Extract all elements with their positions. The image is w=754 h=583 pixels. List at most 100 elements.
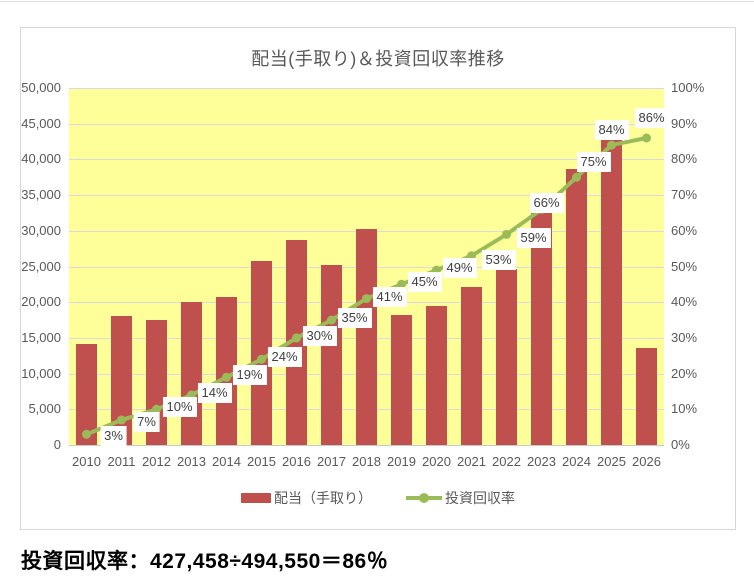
line-marker-2012 xyxy=(152,404,161,414)
line-marker-2022 xyxy=(502,229,511,239)
left-axis: 50,000 45,000 40,000 35,000 30,000 25,000 20,0… xyxy=(21,80,61,452)
point-label-2025: 84% xyxy=(594,120,629,141)
point-label-2022: 59% xyxy=(516,228,551,249)
point-label-2024: 75% xyxy=(576,152,611,173)
line-path xyxy=(84,136,649,437)
line-marker-2011 xyxy=(117,415,126,425)
legend-item-dividend: 配当（手取り） xyxy=(241,488,372,508)
point-label-2020: 49% xyxy=(442,258,477,279)
line-marker-2026 xyxy=(642,133,651,143)
bar-2022 xyxy=(496,269,517,445)
bar-2025 xyxy=(601,137,622,445)
recovery-rate-formula: 投資回収率：427,458÷494,550＝86％ xyxy=(21,550,389,573)
line-marker-2013 xyxy=(187,390,196,400)
x-axis: 2010 2011 2012 2013 2014 2015 2016 2017 2018 2019… xyxy=(69,446,664,472)
left-axis-tick: 5,000 xyxy=(28,401,61,417)
x-tick-2024: 2024 xyxy=(562,454,591,469)
x-tick-2020: 2020 xyxy=(422,454,451,469)
right-axis-tick: 0% xyxy=(671,437,690,452)
left-axis-tick: 45,000 xyxy=(21,115,61,131)
right-axis-tick: 60% xyxy=(671,222,698,238)
x-tick-2016: 2016 xyxy=(282,454,311,469)
left-axis-tick: 50,000 xyxy=(21,80,61,95)
legend-label-recovery-rate: 投資回収率 xyxy=(445,490,515,506)
x-tick-2025: 2025 xyxy=(597,454,626,469)
right-axis-tick: 30% xyxy=(671,329,698,345)
bar-2019 xyxy=(391,315,412,445)
point-label-2023: 66% xyxy=(529,193,564,214)
right-axis-tick: 100% xyxy=(671,80,705,95)
x-tick-2010: 2010 xyxy=(72,454,101,469)
line-marker-2017 xyxy=(327,315,336,325)
bar-2016 xyxy=(286,240,307,445)
plot-area: 3% 7% 10% 14% 19% 24% 30% 35% 41% 45% 49% 53% 59% 66%… xyxy=(69,88,669,447)
point-label-2018: 41% xyxy=(372,286,407,307)
chart-title: 配当(手取り)＆投資回収率推移 xyxy=(251,49,505,69)
x-tick-2017: 2017 xyxy=(317,454,346,469)
gridline xyxy=(69,88,664,89)
bar-2010 xyxy=(76,343,97,445)
x-tick-2013: 2013 xyxy=(177,454,206,469)
x-tick-2021: 2021 xyxy=(457,454,486,469)
x-tick-2014: 2014 xyxy=(212,454,241,469)
x-tick-2018: 2018 xyxy=(352,454,381,469)
line-marker-2010 xyxy=(82,429,91,439)
legend: 配当（手取り） 投資回収率 xyxy=(21,488,735,508)
x-tick-2012: 2012 xyxy=(142,454,171,469)
recovery-rate-line xyxy=(82,133,651,439)
point-label-2021: 53% xyxy=(481,249,516,270)
right-axis-tick: 20% xyxy=(671,365,698,381)
line-marker-2021 xyxy=(467,251,476,261)
x-tick-2022: 2022 xyxy=(492,454,521,469)
left-axis-tick: 20,000 xyxy=(21,294,61,310)
bar-2018 xyxy=(356,228,377,445)
point-label-2011: 7% xyxy=(133,412,160,432)
line-marker-2015 xyxy=(257,354,266,364)
right-axis-tick: 10% xyxy=(671,401,698,417)
line-marker-2025 xyxy=(607,140,616,150)
line-marker-2024 xyxy=(572,172,581,182)
line-marker-icon xyxy=(419,493,429,503)
left-axis-tick: 10,000 xyxy=(21,365,61,381)
line-marker-2016 xyxy=(292,333,301,343)
point-label-2013: 14% xyxy=(197,383,232,404)
bar-2014 xyxy=(216,297,237,445)
top-divider xyxy=(0,1,754,2)
bar-2023 xyxy=(531,198,552,445)
left-axis-tick: 0 xyxy=(53,437,61,452)
gridline xyxy=(69,123,664,125)
left-axis-tick: 25,000 xyxy=(21,258,61,274)
point-label-2026: 86% xyxy=(634,107,669,128)
gridline xyxy=(69,195,664,197)
right-axis-tick: 40% xyxy=(671,294,698,310)
left-axis-tick: 15,000 xyxy=(21,329,61,345)
left-axis-tick: 35,000 xyxy=(21,187,61,203)
bar-2024 xyxy=(566,168,587,445)
point-label-2019: 45% xyxy=(407,272,442,293)
right-axis-tick: 90% xyxy=(671,115,698,131)
bar-2015 xyxy=(251,260,272,445)
right-axis-tick: 80% xyxy=(671,151,698,167)
point-label-2014: 19% xyxy=(232,365,267,386)
right-axis-tick: 70% xyxy=(671,187,698,203)
x-tick-2023: 2023 xyxy=(527,454,556,469)
point-label-2010: 3% xyxy=(100,426,127,447)
x-tick-2026: 2026 xyxy=(632,454,661,469)
x-tick-2019: 2019 xyxy=(387,454,416,469)
line-series-swatch-icon xyxy=(406,493,442,503)
x-tick-2011: 2011 xyxy=(107,454,136,469)
bar-series-swatch-icon xyxy=(241,493,271,503)
point-label-2017: 35% xyxy=(337,308,372,329)
chart-card: 配当(手取り)＆投資回収率推移 3% 7% 10% 14% 19% 24% 30% 35% 41… xyxy=(20,27,736,530)
point-label-2015: 24% xyxy=(267,347,302,368)
x-tick-2015: 2015 xyxy=(247,454,276,469)
point-label-2016: 30% xyxy=(302,325,337,346)
bar-2020 xyxy=(426,305,447,445)
right-axis-tick: 50% xyxy=(671,258,698,274)
left-axis-tick: 30,000 xyxy=(21,222,61,238)
legend-label-dividend: 配当（手取り） xyxy=(274,490,372,506)
right-axis: 100% 90% 80% 70% 60% 50% 40% 30% 20% 10% 0% xyxy=(671,80,731,452)
bar-2011 xyxy=(111,316,132,445)
point-label-2012: 10% xyxy=(162,397,197,418)
